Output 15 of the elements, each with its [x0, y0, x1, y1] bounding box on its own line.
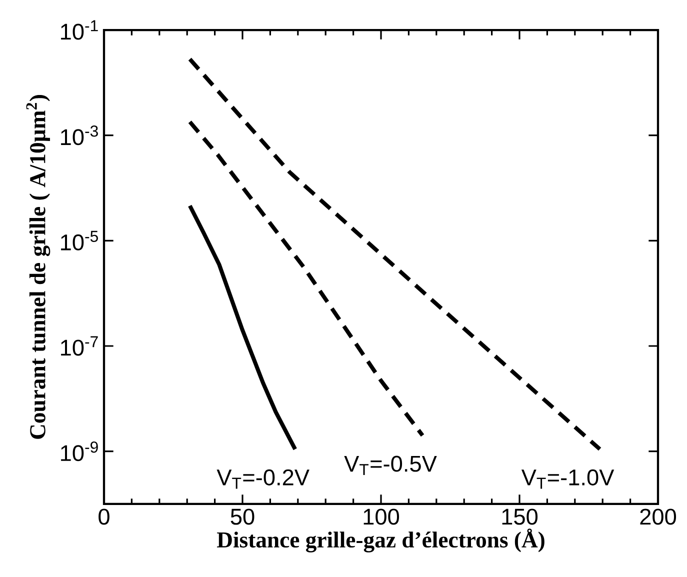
y-tick-label: 10$^{-9}$ — [61, 441, 98, 462]
x-axis-title: Distance grille-gaz d’électrons (Å) — [217, 528, 544, 552]
series-label: V$_{T}$=-1.0V — [521, 469, 614, 489]
y-tick-label: 10$^{-7}$ — [61, 336, 98, 356]
x-tick-label: 200 — [640, 508, 676, 525]
x-tick-label: 150 — [502, 508, 538, 525]
y-tick-label: 10$^{-3}$ — [61, 126, 98, 146]
x-tick-label: 100 — [364, 508, 400, 525]
series-label: V$_{T}$=-0.5V — [344, 456, 437, 476]
x-tick-label: 50 — [230, 508, 254, 525]
y-tick-label: 10$^{-5}$ — [61, 230, 98, 250]
x-tick-label: 0 — [98, 508, 110, 525]
y-tick-label: 10$^{-1}$ — [61, 20, 98, 40]
y-axis-title: Courant tunnel de grille ( A/10µm$^{2}$) — [26, 95, 50, 439]
series-label: V$_{T}$=-0.2V — [216, 469, 310, 489]
